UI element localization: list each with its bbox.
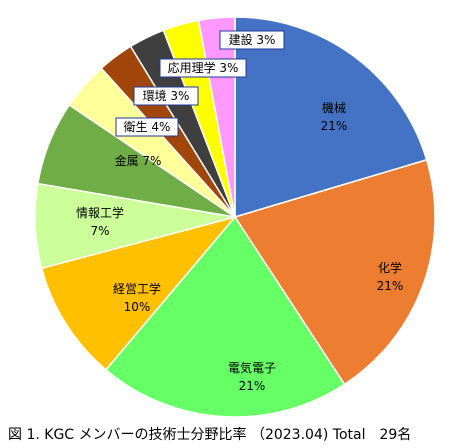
slice-label-4: 情報工学 7% (76, 205, 124, 238)
slice-label-0: 機械 21% (321, 100, 348, 133)
pie-slice-1 (233, 158, 436, 386)
slice-category-value-6: 衛生 4% (124, 120, 171, 134)
slice-label-8: 応用理学 3% (159, 58, 247, 78)
slice-value-0: 21% (321, 119, 348, 133)
callout-box-6 (115, 117, 179, 137)
slice-label-9: 建設 3% (219, 30, 285, 50)
slice-category-value-5: 金属 7% (115, 153, 162, 168)
slice-category-1: 化学 (378, 260, 402, 275)
slice-value-4: 7% (90, 224, 109, 238)
slice-value-3: 10% (124, 300, 151, 314)
slice-label-3: 経営工学 10% (113, 281, 161, 314)
slice-label-5: 金属 7% (115, 153, 162, 168)
callout-box-9 (219, 30, 285, 50)
figure-caption: 図 1. KGC メンバーの技術士分野比率 （2023.04) Total 29… (8, 427, 412, 443)
slice-category-value-8: 応用理学 3% (168, 60, 239, 75)
slice-category-2: 電気電子 (228, 360, 276, 375)
callout-box-7 (133, 86, 199, 106)
slice-label-2: 電気電子 21% (228, 360, 276, 393)
slice-label-7: 環境 3% (133, 86, 199, 106)
slice-value-2: 21% (239, 379, 266, 393)
pie-slice-0 (234, 16, 428, 219)
pie-slice-2 (104, 215, 346, 418)
slice-category-value-9: 建設 3% (229, 32, 276, 47)
pie-slice-3 (40, 215, 238, 371)
pie-labels: 機械 21% 化学 21% 電気電子 21% 経営工学 10% 情報工学 7% 金属 7% 衛生 4%… (76, 30, 404, 393)
callout-box-8 (159, 58, 247, 78)
slice-value-1: 21% (377, 279, 404, 293)
slice-category-0: 機械 (322, 100, 346, 115)
slice-label-1: 化学 21% (377, 260, 404, 293)
pie-slices (34, 16, 436, 418)
slice-category-3: 経営工学 (113, 281, 161, 296)
slice-label-6: 衛生 4% (115, 117, 179, 137)
slice-category-4: 情報工学 (76, 205, 124, 220)
slice-category-value-7: 環境 3% (143, 88, 190, 103)
